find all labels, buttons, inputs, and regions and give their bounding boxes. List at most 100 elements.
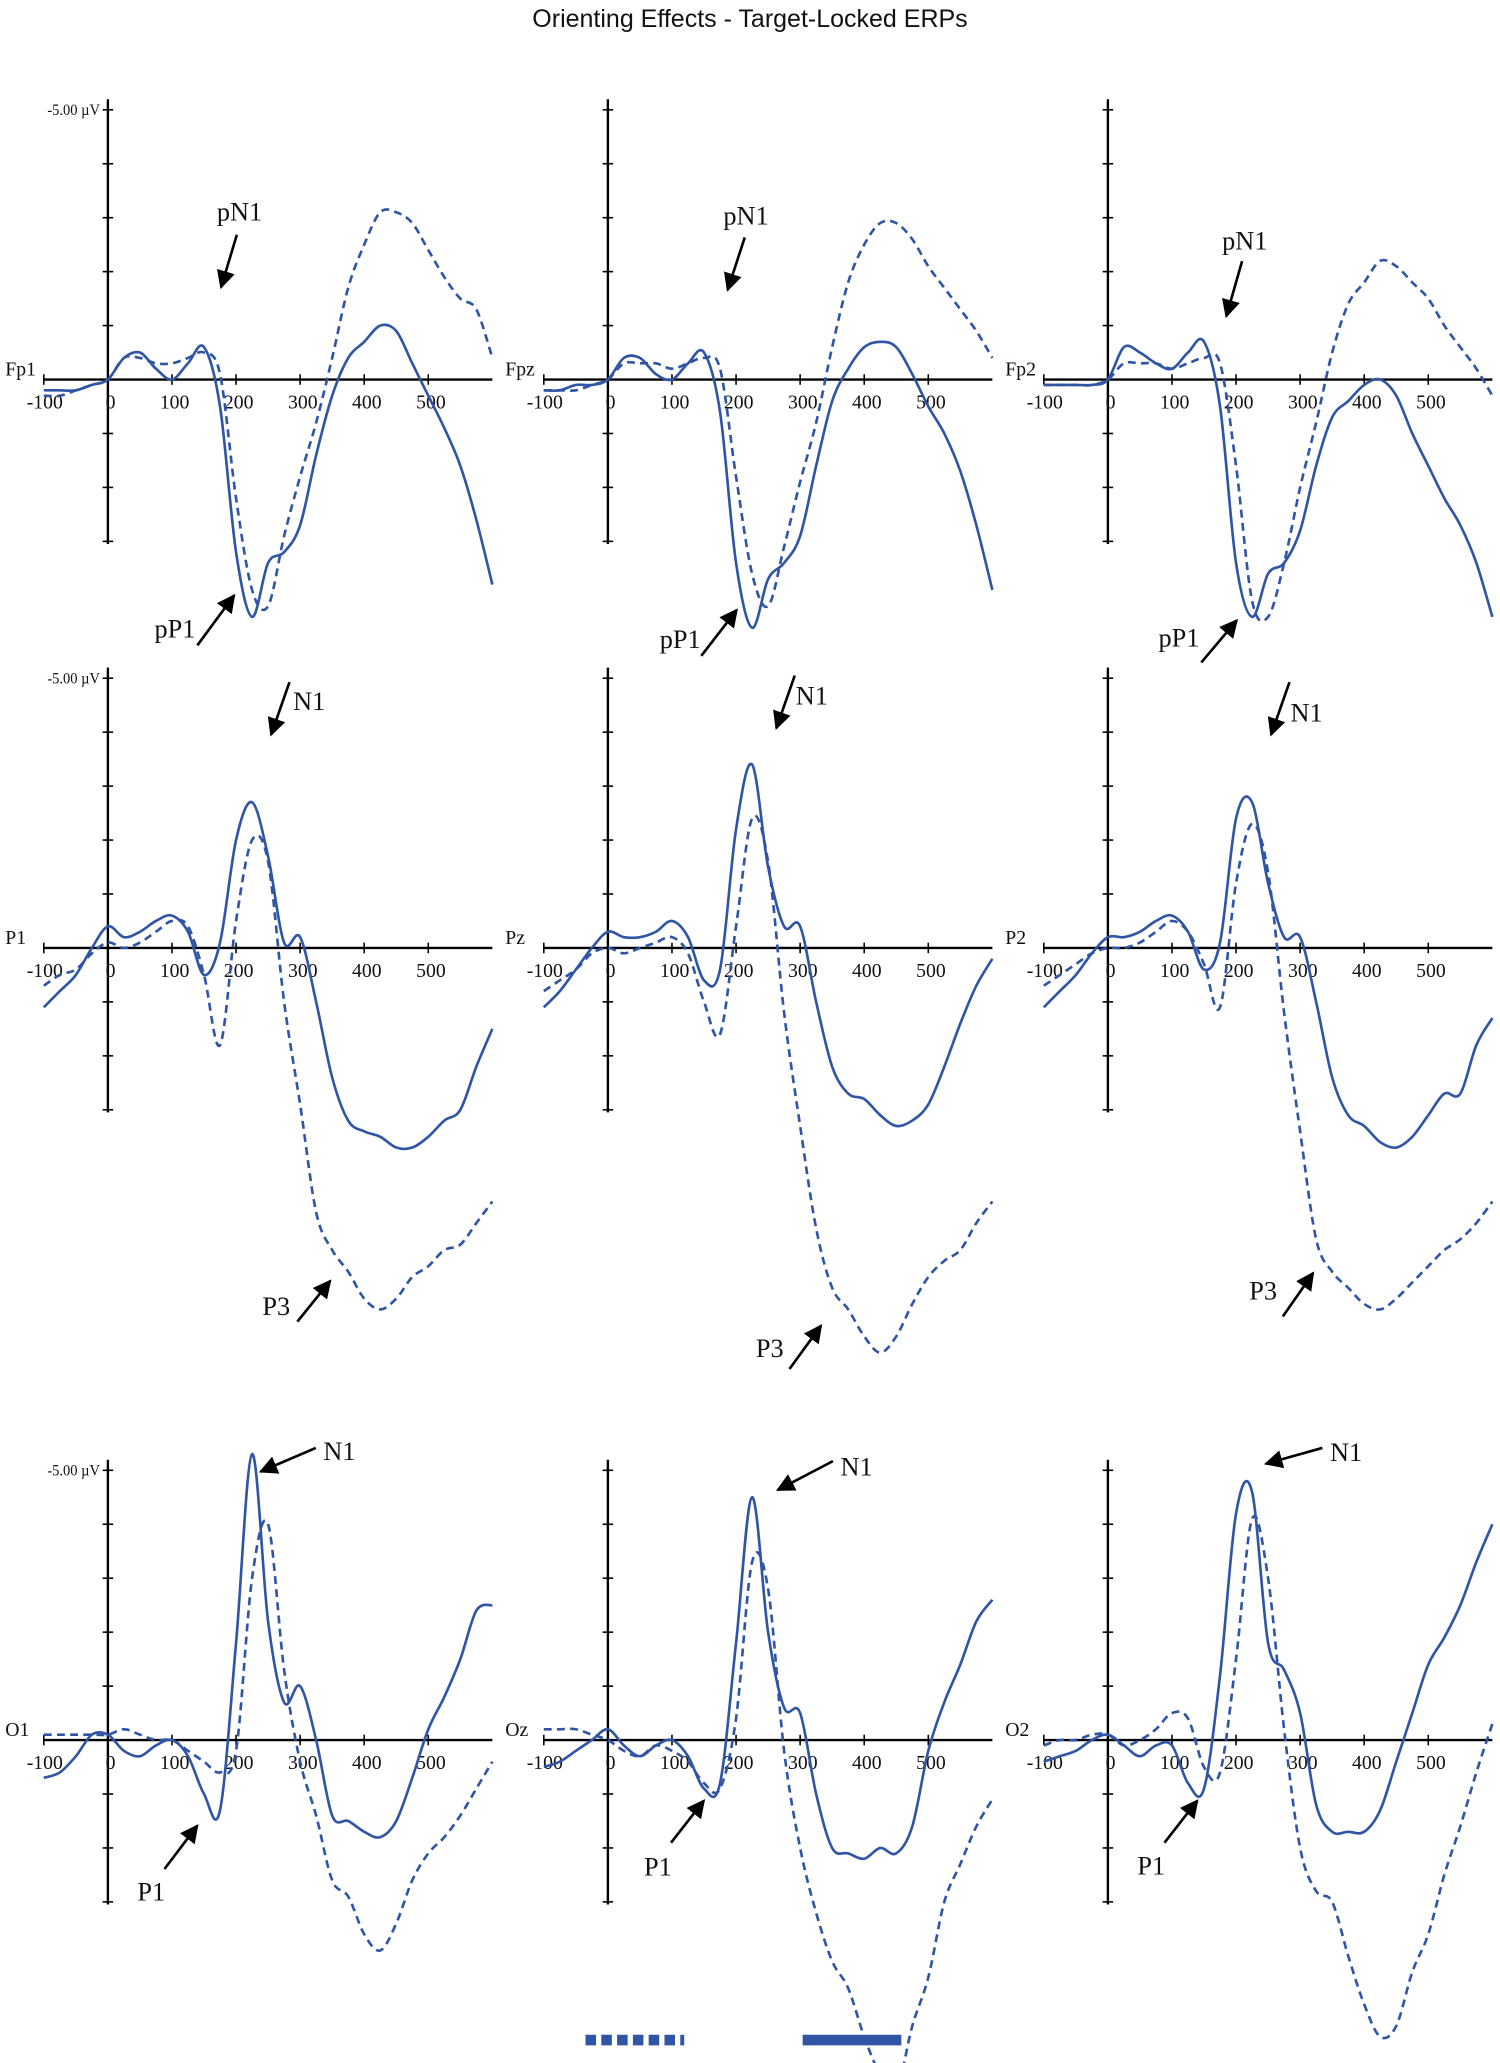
x-tick-label: 400	[352, 1752, 382, 1774]
erp-line	[543, 219, 994, 609]
erp-line	[543, 814, 994, 1354]
annotation-arrow	[775, 1459, 834, 1492]
x-tick-label: 500	[1416, 391, 1446, 413]
annotation-arrow	[196, 593, 236, 647]
x-tick-label: 400	[1352, 391, 1382, 413]
channel-label: Fp1	[5, 359, 36, 381]
x-tick-label: 300	[1288, 391, 1318, 413]
annotation-arrow	[723, 237, 746, 292]
annotation: pP1	[155, 614, 196, 643]
x-tick-label: 400	[852, 391, 882, 413]
x-tick-label: 500	[916, 1752, 946, 1774]
x-tick-label: 300	[288, 391, 318, 413]
channel-label: P1	[5, 927, 26, 949]
annotation: pN1	[1222, 226, 1267, 255]
erp-line	[42, 800, 494, 1151]
x-tick-label: 100	[660, 391, 690, 413]
x-tick-label: 400	[852, 960, 882, 982]
x-tick-label: 200	[224, 391, 254, 413]
annotation-arrow	[1200, 618, 1239, 664]
x-tick-label: -100	[27, 391, 63, 413]
x-tick-label: 300	[288, 960, 318, 982]
channel-label: O2	[1005, 1719, 1029, 1741]
x-tick-label: 300	[788, 960, 818, 982]
y-tick-label: -5.00 µV	[47, 670, 100, 687]
x-tick-label: 100	[1160, 391, 1190, 413]
erp-line	[1043, 822, 1494, 1311]
x-tick-label: 400	[1352, 960, 1382, 982]
erp-line	[1043, 337, 1494, 619]
x-tick-label: 0	[106, 1752, 116, 1774]
erp-line	[1042, 795, 1494, 1150]
annotation-arrow	[670, 1799, 706, 1844]
x-tick-label: 200	[724, 391, 754, 413]
x-tick-label: 0	[606, 960, 616, 982]
annotation-arrow	[216, 234, 239, 290]
annotation: P1	[1137, 1851, 1165, 1880]
x-tick-label: -100	[1027, 391, 1063, 413]
x-tick-label: -100	[1027, 1752, 1063, 1774]
annotation: N1	[293, 687, 325, 716]
erp-line	[542, 762, 994, 1128]
y-tick-label: -5.00 µV	[47, 102, 100, 119]
x-tick-label: 100	[160, 391, 190, 413]
annotation: N1	[323, 1437, 355, 1466]
annotation-arrow	[788, 1324, 823, 1370]
annotation: P3	[262, 1292, 290, 1321]
x-tick-label: 200	[224, 1752, 254, 1774]
x-tick-label: 100	[160, 1752, 190, 1774]
x-tick-label: 100	[1160, 960, 1190, 982]
annotation-arrow	[1222, 260, 1244, 319]
annotation-arrow	[1264, 1446, 1323, 1469]
erp-line	[1043, 258, 1494, 623]
annotation: pP1	[1158, 624, 1199, 653]
figure-title: Orienting Effects - Target-Locked ERPs	[532, 5, 967, 33]
annotation-arrow	[773, 675, 796, 730]
erp-line	[43, 834, 494, 1311]
channel-label: Fpz	[505, 359, 535, 381]
erp-line	[543, 340, 994, 630]
annotation-arrow	[163, 1824, 199, 1870]
erp-line	[43, 208, 494, 612]
annotation: N1	[796, 682, 828, 711]
x-tick-label: 400	[352, 960, 382, 982]
x-tick-label: 0	[106, 960, 116, 982]
x-tick-label: 100	[660, 960, 690, 982]
channel-label: Fp2	[1005, 359, 1036, 381]
annotation: pN1	[723, 201, 768, 230]
x-tick-label: 0	[1106, 1752, 1116, 1774]
erp-line	[43, 323, 494, 619]
annotation: P3	[756, 1334, 784, 1363]
annotation: pP1	[660, 625, 701, 654]
channel-label: Oz	[505, 1719, 528, 1741]
x-tick-label: -100	[527, 960, 563, 982]
erp-line	[43, 1452, 493, 1839]
annotation: P1	[137, 1878, 165, 1907]
x-tick-label: -100	[1027, 960, 1063, 982]
x-tick-label: 200	[724, 1752, 754, 1774]
annotation: N1	[1291, 699, 1323, 728]
x-tick-label: 400	[352, 391, 382, 413]
x-tick-label: -100	[27, 960, 63, 982]
x-tick-label: -100	[527, 391, 563, 413]
annotation-arrow	[258, 1446, 317, 1474]
annotation-arrow	[296, 1279, 332, 1323]
annotation: P1	[644, 1853, 672, 1882]
x-tick-label: -100	[527, 1752, 563, 1774]
erp-line	[543, 1495, 994, 1861]
x-tick-label: 300	[1288, 960, 1318, 982]
channel-label: P2	[1005, 927, 1026, 949]
x-tick-label: 400	[852, 1752, 882, 1774]
x-tick-label: 400	[1352, 1752, 1382, 1774]
x-tick-label: -100	[27, 1752, 63, 1774]
x-tick-label: 200	[1224, 391, 1254, 413]
x-tick-label: 0	[606, 1752, 616, 1774]
erp-line	[1043, 1514, 1494, 2040]
x-tick-label: 100	[660, 1752, 690, 1774]
x-tick-label: 300	[288, 1752, 318, 1774]
annotation-arrow	[267, 681, 291, 737]
x-tick-label: 300	[788, 391, 818, 413]
annotation-arrow	[1163, 1799, 1199, 1844]
annotation-arrow	[700, 608, 738, 657]
x-tick-label: 200	[224, 960, 254, 982]
